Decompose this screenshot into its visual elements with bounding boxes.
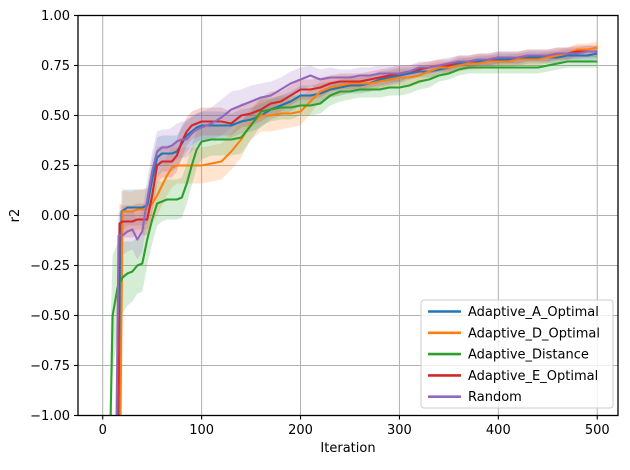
x-tick-label: 300 xyxy=(387,423,412,438)
y-axis-label: r2 xyxy=(8,209,23,223)
y-tick-label: 0.75 xyxy=(41,59,70,74)
legend-item-Adaptive_Distance: Adaptive_Distance xyxy=(428,348,589,363)
y-tick-label: −0.75 xyxy=(30,359,70,374)
legend: Adaptive_A_Optimal Adaptive_D_Optimal Adap… xyxy=(420,299,614,409)
series-band-Adaptive_D_Optimal xyxy=(120,41,598,416)
legend-box xyxy=(420,299,614,409)
legend-item-Adaptive_A_Optimal: Adaptive_A_Optimal xyxy=(428,305,599,320)
y-tick-label: 0.25 xyxy=(41,159,70,174)
series-line-Adaptive_Distance xyxy=(109,60,598,416)
legend-label: Adaptive_E_Optimal xyxy=(468,369,598,384)
x-tick-label: 200 xyxy=(288,423,313,438)
legend-item-Random: Random xyxy=(428,390,522,405)
x-tick-label: 400 xyxy=(486,423,511,438)
legend-label: Adaptive_D_Optimal xyxy=(468,326,600,341)
legend-label: Random xyxy=(468,390,522,405)
legend-item-Adaptive_D_Optimal: Adaptive_D_Optimal xyxy=(428,326,600,341)
y-tick-label: 0.50 xyxy=(41,109,70,124)
y-tick-label: 1.00 xyxy=(41,9,70,24)
legend-item-Adaptive_E_Optimal: Adaptive_E_Optimal xyxy=(428,369,598,384)
series-line-Adaptive_A_Optimal xyxy=(118,52,598,416)
x-tick-label: 100 xyxy=(189,423,214,438)
series-line-Random xyxy=(115,50,598,416)
x-tick-label: 0 xyxy=(99,423,107,438)
tick-labels: 0 100 200 300 400 500 −1.00 −0.75 −0.50 −0.25 0.00… xyxy=(30,9,609,438)
y-tick-label: −1.00 xyxy=(30,409,70,424)
x-axis-label: Iteration xyxy=(320,441,375,456)
series-line-Adaptive_D_Optimal xyxy=(119,46,598,416)
y-tick-label: −0.50 xyxy=(30,309,70,324)
legend-label: Adaptive_A_Optimal xyxy=(468,305,599,320)
series-lines xyxy=(109,46,598,416)
legend-label: Adaptive_Distance xyxy=(468,348,589,363)
confidence-bands xyxy=(110,41,598,416)
x-tick-label: 500 xyxy=(585,423,610,438)
tick-marks xyxy=(74,14,598,420)
y-tick-label: 0.00 xyxy=(41,209,70,224)
series-band-Adaptive_Distance xyxy=(110,55,598,416)
y-tick-label: −0.25 xyxy=(30,259,70,274)
